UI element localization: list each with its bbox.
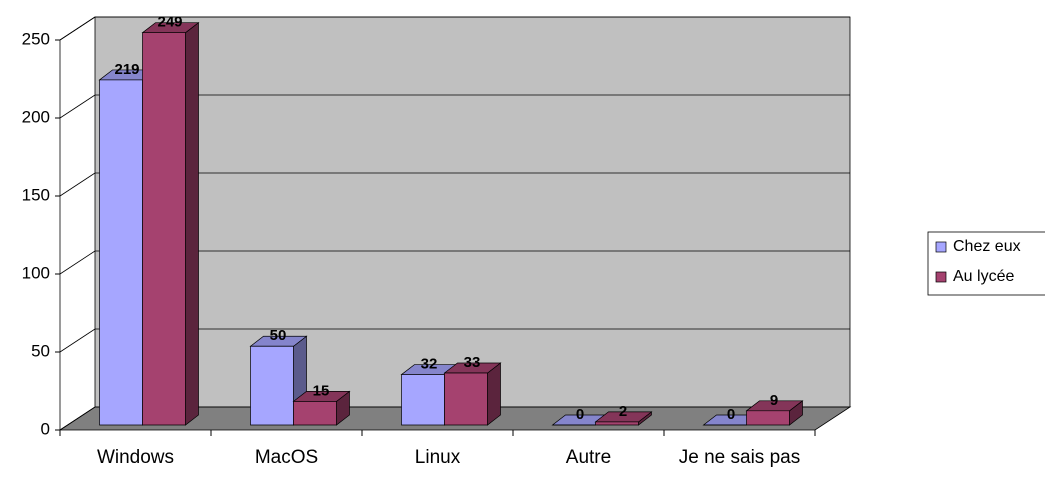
bar — [292, 390, 351, 426]
value-label: 32 — [421, 356, 438, 373]
y-tick-label: 250 — [22, 29, 50, 48]
bar — [443, 362, 502, 426]
value-label: 15 — [313, 382, 330, 399]
bar-front — [250, 345, 294, 426]
bar-front — [99, 79, 143, 426]
legend-label: Chez eux — [953, 238, 1021, 255]
bar-front — [595, 421, 639, 426]
x-tick-label: Linux — [414, 447, 461, 468]
value-label: 249 — [157, 14, 182, 31]
bar — [141, 21, 200, 426]
value-label: 0 — [727, 406, 735, 423]
bar-front — [401, 374, 445, 426]
legend-label: Au lycée — [953, 268, 1014, 285]
legend-swatch — [935, 241, 947, 253]
value-label: 2 — [619, 403, 627, 420]
y-tick-label: 150 — [22, 185, 50, 204]
y-tick-label: 200 — [22, 107, 50, 126]
value-label: 219 — [114, 61, 139, 78]
x-tick-label: Autre — [565, 447, 612, 468]
bar-front — [746, 410, 790, 426]
y-tick-label: 0 — [41, 419, 50, 438]
grid-line — [59, 16, 96, 41]
grid-line — [59, 94, 96, 119]
bar-front — [142, 32, 186, 426]
x-tick-label: Je ne sais pas — [678, 447, 801, 468]
bar-front — [444, 372, 488, 426]
bar-front — [293, 401, 337, 426]
bar-side — [185, 21, 199, 426]
bar-side — [487, 362, 501, 426]
bar — [594, 411, 653, 426]
back-wall — [94, 16, 851, 408]
legend-box — [927, 231, 1045, 296]
grid-line — [59, 172, 96, 197]
grid-line — [59, 328, 96, 353]
bar — [745, 400, 804, 426]
x-tick-label: Windows — [96, 447, 175, 468]
legend-swatch — [935, 271, 947, 283]
value-label: 33 — [464, 354, 481, 371]
y-tick-label: 100 — [22, 263, 50, 282]
value-label: 9 — [770, 392, 778, 409]
x-tick-label: MacOS — [254, 447, 319, 468]
grid-line — [59, 406, 96, 431]
value-label: 50 — [270, 327, 287, 344]
grid-line — [59, 250, 96, 275]
value-label: 0 — [576, 406, 584, 423]
y-tick-label: 50 — [31, 341, 50, 360]
